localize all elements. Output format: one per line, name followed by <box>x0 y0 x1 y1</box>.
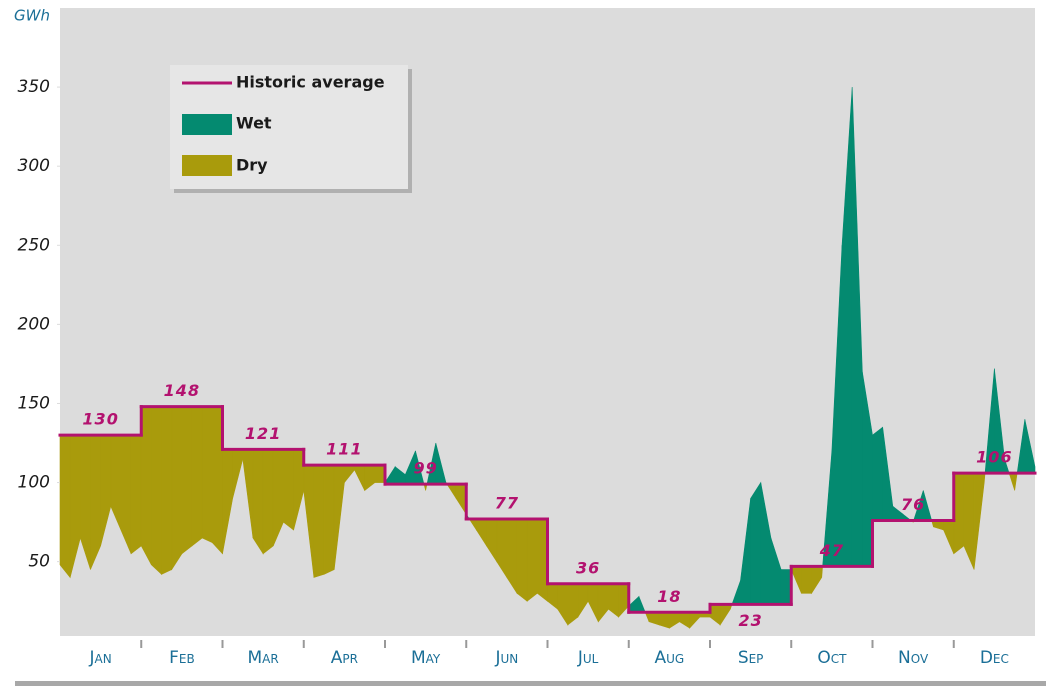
dry-area <box>59 434 71 579</box>
average-label: 36 <box>576 558 600 577</box>
dry-area <box>953 472 965 555</box>
dry-area <box>191 406 203 547</box>
wet-area <box>872 426 883 521</box>
average-label: 18 <box>657 587 681 606</box>
y-tick-label: 150 <box>18 393 50 413</box>
average-label: 99 <box>413 459 437 478</box>
dry-area <box>171 406 183 571</box>
dry-area <box>658 611 670 629</box>
wet-area <box>780 569 792 605</box>
x-tick-label: Mar <box>248 648 279 668</box>
y-tick-label: 250 <box>18 235 50 255</box>
x-tick-label: Feb <box>169 648 195 668</box>
dry-area <box>90 434 101 570</box>
x-tick-label: May <box>411 648 441 668</box>
x-tick-label: Jan <box>89 648 112 668</box>
dry-area <box>801 566 812 594</box>
dry-area <box>374 464 386 483</box>
average-label: 111 <box>326 440 362 459</box>
x-tick-label: Oct <box>817 648 847 668</box>
dry-area <box>516 518 528 602</box>
average-label: 121 <box>245 424 281 443</box>
legend: Historic average Wet Dry <box>170 65 412 193</box>
dry-area <box>537 518 548 602</box>
y-tick-label: 100 <box>18 473 50 493</box>
dry-area <box>252 449 264 555</box>
y-tick-label: 350 <box>18 77 50 97</box>
x-tick-label: Apr <box>331 648 358 668</box>
x-tick-label: Sep <box>738 648 764 668</box>
average-label: 106 <box>976 448 1012 467</box>
dry-area <box>313 464 325 578</box>
marks <box>58 87 1037 629</box>
dry-area <box>212 406 223 555</box>
dry-area <box>151 406 162 576</box>
legend-label: Historic average <box>236 73 385 92</box>
x-tick-label: Jun <box>494 648 518 668</box>
y-tick-label: 300 <box>18 156 50 176</box>
x-tick-label: Aug <box>655 648 685 668</box>
legend-label: Dry <box>236 156 268 175</box>
average-label: 76 <box>901 495 925 514</box>
average-label: 47 <box>819 541 844 560</box>
average-label: 23 <box>738 611 762 630</box>
x-tick-label: Dec <box>980 648 1009 668</box>
x-tick-label: Jul <box>577 648 599 668</box>
dry-area <box>526 518 538 602</box>
bottom-bar <box>15 681 1046 686</box>
average-label: 77 <box>495 493 519 512</box>
dry-area <box>323 464 335 575</box>
y-tick-label: 200 <box>18 314 50 334</box>
dry-area <box>262 449 274 555</box>
average-label: 148 <box>164 381 200 400</box>
legend-swatch <box>182 114 232 135</box>
y-tick-label: 50 <box>28 552 50 572</box>
average-label: 130 <box>82 410 118 429</box>
legend-swatch <box>182 155 232 176</box>
legend-label: Wet <box>236 114 272 133</box>
y-axis-label: GWh <box>14 7 50 25</box>
x-tick-label: Nov <box>898 648 929 668</box>
dry-area <box>140 406 152 565</box>
dry-area <box>130 434 142 555</box>
dry-area <box>161 406 173 575</box>
dry-area <box>181 406 193 555</box>
dry-area <box>283 449 294 531</box>
wet-area <box>750 481 762 605</box>
dry-area <box>201 406 213 544</box>
